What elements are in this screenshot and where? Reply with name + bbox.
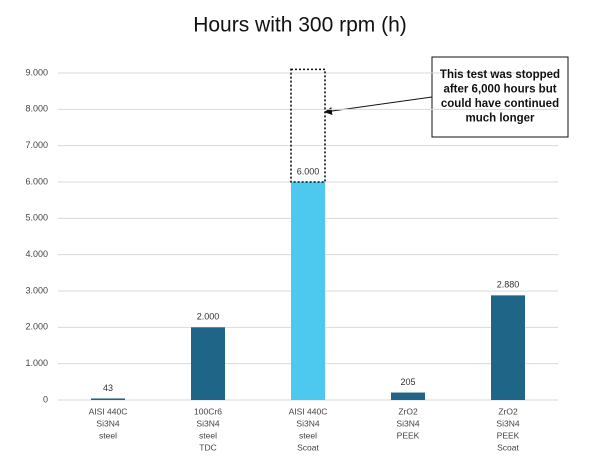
x-tick-label: Scoat xyxy=(497,442,519,452)
value-label: 6.000 xyxy=(297,166,320,176)
bar xyxy=(391,392,425,400)
x-tick-label: PEEK xyxy=(497,430,520,440)
y-tick-label: 2.000 xyxy=(25,322,48,332)
bar xyxy=(291,182,325,400)
y-tick-label: 6.000 xyxy=(25,176,48,186)
x-tick-label: ZrO2 xyxy=(498,406,518,416)
x-tick-label: Si3N4 xyxy=(396,418,419,428)
y-tick-label: 4.000 xyxy=(25,249,48,259)
annotation-text: could have continued xyxy=(441,98,559,110)
bar xyxy=(91,398,125,400)
x-tick-label: Si3N4 xyxy=(96,418,119,428)
value-label: 2.000 xyxy=(197,312,220,322)
x-tick-label: Si3N4 xyxy=(496,418,519,428)
y-tick-label: 5.000 xyxy=(25,213,48,223)
annotation-box xyxy=(431,56,569,138)
value-label: 205 xyxy=(400,377,415,387)
bar xyxy=(491,295,525,400)
y-tick-label: 3.000 xyxy=(25,285,48,295)
x-tick-label: steel xyxy=(199,430,217,440)
annotation-text: after 6,000 hours but xyxy=(443,84,556,96)
y-tick-label: 7.000 xyxy=(25,140,48,150)
x-tick-label: steel xyxy=(99,430,117,440)
x-tick-label: Scoat xyxy=(297,442,319,452)
y-tick-label: 0 xyxy=(43,394,48,404)
x-tick-label: Si3N4 xyxy=(196,418,219,428)
x-tick-label: AISI 440C xyxy=(289,406,328,416)
x-tick-label: ZrO2 xyxy=(398,406,418,416)
bar xyxy=(191,327,225,400)
value-label: 43 xyxy=(103,383,113,393)
x-tick-label: TDC xyxy=(199,442,216,452)
value-label: 2.880 xyxy=(497,280,520,290)
x-tick-label: AISI 440C xyxy=(89,406,128,416)
x-tick-label: PEEK xyxy=(397,430,420,440)
annotation-text: This test was stopped xyxy=(440,69,560,81)
x-tick-label: steel xyxy=(299,430,317,440)
y-tick-label: 9.000 xyxy=(25,67,48,77)
x-tick-label: 100Cr6 xyxy=(194,406,222,416)
annotation-text: much longer xyxy=(465,113,535,125)
x-tick-label: Si3N4 xyxy=(296,418,319,428)
y-tick-label: 1.000 xyxy=(25,358,48,368)
y-tick-label: 8.000 xyxy=(25,104,48,114)
chart-title: Hours with 300 rpm (h) xyxy=(193,14,407,37)
continuation-box xyxy=(290,68,326,183)
